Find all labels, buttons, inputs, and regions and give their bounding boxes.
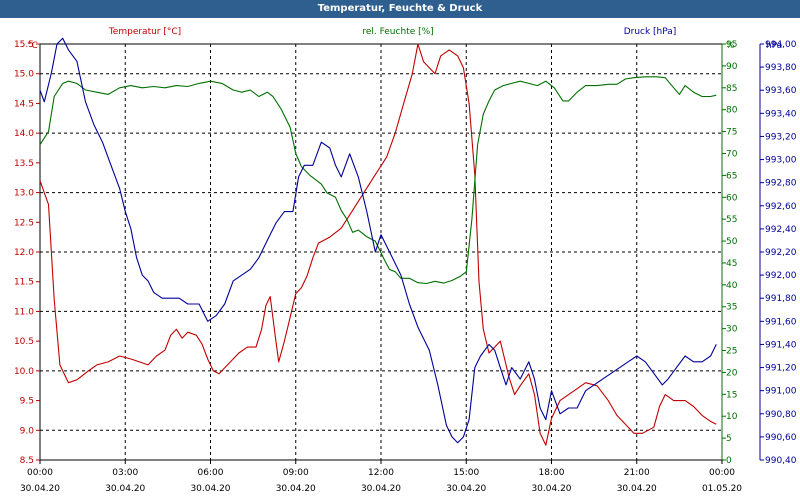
pressure-axis-label: Druck [hPa]: [624, 27, 677, 37]
date-tick-label: 30.04.20: [531, 484, 571, 494]
temperature-tick-label: 15.5: [14, 40, 34, 50]
date-tick-label: 30.04.20: [446, 484, 486, 494]
pressure-tick-label: 994,00: [765, 40, 797, 50]
temperature-tick-label: 9.5: [20, 397, 34, 407]
time-axis: 00:00 30.04.20 03:00 30.04.20 06:00 30.04.20 0…: [20, 460, 742, 494]
date-tick-label: 30.04.20: [20, 484, 60, 494]
time-tick-label: 03:00: [112, 468, 138, 478]
axis-labels: °C Temperatur [°C] rel. Feuchte [%] % Dr…: [27, 27, 782, 51]
time-tick-label: 18:00: [539, 468, 565, 478]
temperature-tick-label: 14.5: [14, 99, 34, 109]
pressure-unit-label: hPa: [766, 41, 782, 51]
pressure-tick-label: 992,80: [765, 179, 797, 189]
time-tick-label: 00:00: [27, 468, 53, 478]
pressure-tick-label: 993,00: [765, 156, 797, 166]
pressure-tick-label: 990,40: [765, 456, 797, 466]
humidity-tick-label: 35: [726, 303, 737, 313]
humidity-tick-label: 60: [726, 193, 738, 203]
time-tick-label: 21:00: [624, 468, 650, 478]
date-tick-label: 30.04.20: [361, 484, 401, 494]
temperature-axis: 15.5 15.0 14.5 14.0 13.5 13.0 12.5 12.0 11.5 11.0…: [14, 40, 40, 466]
chart-series: [39, 37, 717, 446]
temperature-tick-label: 10.0: [14, 367, 34, 377]
temperature-tick-label: 11.0: [14, 307, 34, 317]
pressure-tick-label: 991,00: [765, 387, 797, 397]
pressure-tick-label: 991,40: [765, 340, 797, 350]
pressure-tick-label: 993,20: [765, 132, 797, 142]
humidity-tick-label: 15: [726, 390, 737, 400]
humidity-tick-label: 30: [726, 325, 738, 335]
pressure-tick-label: 992,00: [765, 271, 797, 281]
humidity-tick-label: 90: [726, 62, 738, 72]
date-tick-label: 01.05.20: [702, 484, 742, 494]
pressure-tick-label: 991,20: [765, 364, 797, 374]
humidity-tick-label: 40: [726, 281, 738, 291]
temperature-tick-label: 14.0: [14, 129, 34, 139]
temperature-series-line: [39, 43, 717, 446]
pressure-tick-label: 992,60: [765, 202, 797, 212]
humidity-tick-label: 95: [726, 40, 737, 50]
humidity-tick-label: 75: [726, 128, 737, 138]
pressure-tick-label: 991,60: [765, 317, 797, 327]
temperature-tick-label: 12.5: [14, 218, 34, 228]
temperature-tick-label: 13.0: [14, 189, 34, 199]
temperature-tick-label: 13.5: [14, 159, 34, 169]
pressure-series-line: [39, 37, 717, 444]
date-tick-label: 30.04.20: [276, 484, 316, 494]
humidity-tick-label: 65: [726, 171, 737, 181]
date-tick-label: 30.04.20: [105, 484, 145, 494]
temperature-unit-label: °C: [27, 41, 38, 51]
pressure-tick-label: 992,40: [765, 225, 797, 235]
pressure-tick-label: 993,60: [765, 86, 797, 96]
time-tick-label: 09:00: [283, 468, 309, 478]
temperature-tick-label: 12.0: [14, 248, 34, 258]
humidity-unit-label: %: [726, 41, 735, 51]
pressure-tick-label: 992,20: [765, 248, 797, 258]
temperature-tick-label: 11.5: [14, 278, 34, 288]
humidity-tick-label: 25: [726, 347, 737, 357]
humidity-tick-label: 5: [726, 434, 732, 444]
temperature-tick-label: 8.5: [20, 456, 34, 466]
humidity-tick-label: 0: [726, 456, 732, 466]
temperature-tick-label: 15.0: [14, 70, 34, 80]
pressure-tick-label: 990,60: [765, 433, 797, 443]
humidity-tick-label: 55: [726, 215, 737, 225]
pressure-axis: 994,00 993,80 993,60 993,40 993,20 993,00 992,…: [759, 40, 797, 466]
humidity-axis-label: rel. Feuchte [%]: [362, 27, 433, 37]
temperature-tick-label: 10.5: [14, 337, 34, 347]
temperature-tick-label: 9.0: [20, 426, 35, 436]
temperature-axis-label: Temperatur [°C]: [108, 27, 181, 37]
humidity-tick-label: 45: [726, 259, 737, 269]
window-title: Temperatur, Feuchte & Druck: [0, 0, 800, 18]
pressure-tick-label: 993,80: [765, 63, 797, 73]
humidity-tick-label: 50: [726, 237, 738, 247]
humidity-tick-label: 85: [726, 84, 737, 94]
humidity-tick-label: 20: [726, 368, 738, 378]
humidity-tick-label: 10: [726, 412, 738, 422]
humidity-series-line: [39, 76, 717, 285]
time-tick-label: 15:00: [453, 468, 479, 478]
date-tick-label: 30.04.20: [617, 484, 657, 494]
humidity-tick-label: 70: [726, 149, 738, 159]
pressure-tick-label: 993,40: [765, 109, 797, 119]
time-tick-label: 12:00: [368, 468, 394, 478]
humidity-tick-label: 80: [726, 106, 738, 116]
time-tick-label: 06:00: [198, 468, 224, 478]
pressure-tick-label: 990,80: [765, 410, 797, 420]
time-tick-label: 00:00: [709, 468, 735, 478]
date-tick-label: 30.04.20: [190, 484, 230, 494]
pressure-tick-label: 991,80: [765, 294, 797, 304]
